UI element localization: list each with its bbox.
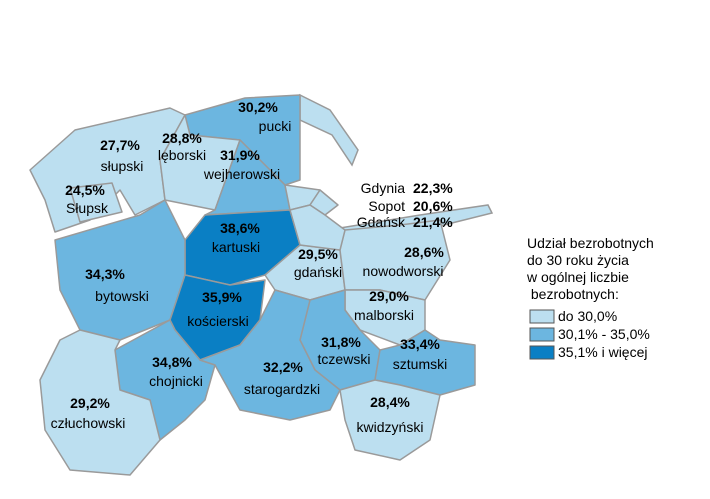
region-value: 30,2%: [238, 99, 278, 115]
region-name: kwidzyński: [357, 419, 424, 435]
region-value: 33,4%: [400, 336, 440, 352]
city-name: Gdynia: [361, 180, 406, 196]
region-value: 28,4%: [370, 394, 410, 410]
region-value: 35,9%: [202, 289, 242, 305]
region-name: pucki: [259, 118, 292, 134]
region-name: sztumski: [393, 356, 447, 372]
hel-peninsula: [299, 93, 359, 167]
region: [199, 289, 341, 421]
legend-swatch: [529, 309, 555, 324]
region-value: 38,6%: [220, 220, 260, 236]
region-name: człuchowski: [51, 415, 126, 431]
region-name: chojnicki: [149, 373, 203, 389]
region-value: 29,2%: [70, 395, 110, 411]
legend-title: Udział bezrobotnych: [527, 235, 654, 251]
region-name: nowodworski: [363, 263, 444, 279]
city: [289, 204, 346, 251]
legend-label: 35,1% i więcej: [558, 344, 648, 360]
region-name: Słupsk: [66, 200, 109, 216]
legend-title: bezrobotnych:: [527, 286, 619, 302]
legend-label: 30,1% - 35,0%: [558, 326, 650, 342]
city-value: 22,3%: [413, 180, 453, 196]
region: [69, 182, 123, 223]
region-value: 28,8%: [162, 130, 202, 146]
region-value: 29,5%: [298, 246, 338, 262]
legend-swatch: [529, 345, 555, 360]
region-value: 31,9%: [220, 147, 260, 163]
region-name: bytowski: [95, 288, 149, 304]
region-value: 31,8%: [321, 334, 361, 350]
city-value: 20,6%: [413, 198, 453, 214]
region-name: tczewski: [318, 351, 371, 367]
region: [29, 107, 186, 233]
city-name: Gdańsk: [357, 214, 406, 230]
city-value: 21,4%: [413, 214, 453, 230]
region-value: 34,3%: [85, 266, 125, 282]
region-value: 34,8%: [152, 354, 192, 370]
legend-swatch: [529, 327, 555, 342]
city-name: Sopot: [368, 198, 405, 214]
region-value: 27,7%: [100, 137, 140, 153]
region-name: kartuski: [212, 239, 260, 255]
legend-title: w ogólnej liczbie: [526, 269, 629, 285]
region: [39, 329, 161, 476]
legend-label: do 30,0%: [558, 308, 617, 324]
region-name: kościerski: [187, 313, 248, 329]
region-name: starogardzki: [244, 381, 320, 397]
region-value: 32,2%: [263, 359, 303, 375]
legend-title: do 30 roku życia: [527, 252, 629, 268]
region-name: słupski: [101, 158, 144, 174]
region: [339, 379, 441, 461]
region-name: malborski: [354, 307, 414, 323]
region-name: gdański: [294, 264, 342, 280]
region-value: 24,5%: [65, 182, 105, 198]
region-name: wejherowski: [203, 166, 280, 182]
region-value: 28,6%: [404, 244, 444, 260]
region-name: lęborski: [158, 147, 206, 163]
region-value: 29,0%: [369, 288, 409, 304]
